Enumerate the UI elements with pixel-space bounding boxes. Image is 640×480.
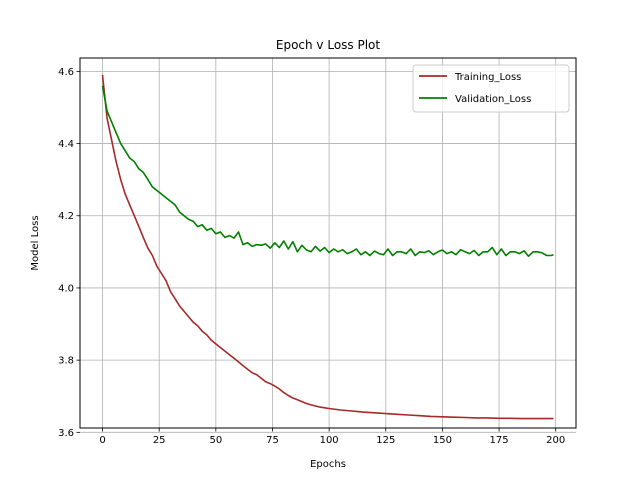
x-tick-label: 100: [320, 435, 339, 446]
y-tick-label: 3.8: [58, 356, 74, 367]
legend-label-validation-loss: Validation_Loss: [455, 94, 531, 105]
chart-title: Epoch v Loss Plot: [276, 38, 381, 52]
x-tick-label: 25: [153, 435, 166, 446]
y-tick-label: 3.6: [58, 428, 74, 439]
x-tick-label: 75: [266, 435, 279, 446]
ticks: 0 25 50 75 100 125 150 175 200 3.6 3.8 4.0 4.2 4.4 4.6: [58, 67, 565, 446]
y-tick-label: 4.4: [58, 139, 74, 150]
x-tick-label: 175: [490, 435, 509, 446]
series-line-training-loss: [101, 74, 554, 420]
legend-label-training-loss: Training_Loss: [454, 72, 521, 83]
x-axis-title: Epochs: [310, 459, 346, 470]
axes-frame: [79, 57, 577, 429]
y-tick-label: 4.2: [58, 211, 74, 222]
x-tick-label: 200: [546, 435, 565, 446]
series-group: [101, 74, 554, 420]
x-tick-label: 125: [376, 435, 395, 446]
y-tick-label: 4.6: [58, 67, 74, 78]
y-tick-label: 4.0: [58, 283, 74, 294]
legend: Training_Loss Validation_Loss: [412, 64, 570, 113]
x-tick-label: 50: [209, 435, 222, 446]
x-tick-label: 150: [433, 435, 452, 446]
y-axis-title: Model Loss: [30, 215, 41, 270]
series-line-validation-loss: [101, 85, 554, 258]
legend-box: [412, 64, 570, 113]
grid: [80, 58, 576, 433]
x-tick-label: 0: [99, 435, 105, 446]
